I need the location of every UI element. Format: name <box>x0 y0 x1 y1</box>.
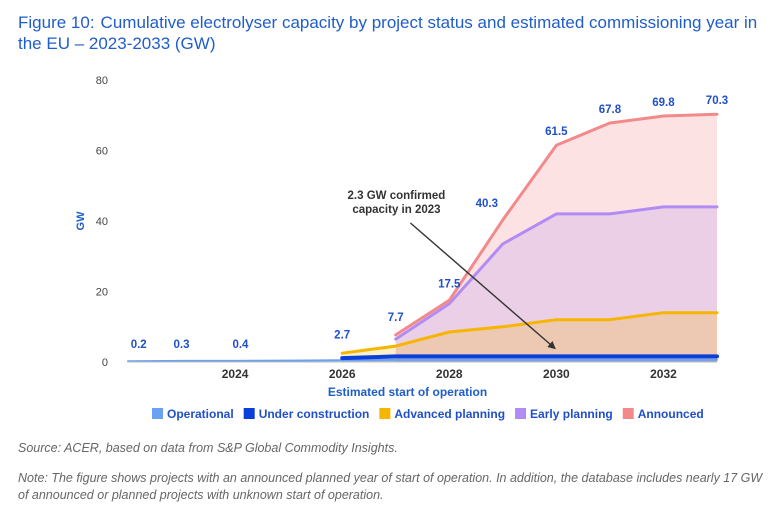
total-label: 0.4 <box>232 339 249 351</box>
y-axis-label: GW <box>75 211 87 231</box>
total-label: 0.3 <box>174 339 190 351</box>
total-label: 61.5 <box>545 126 568 138</box>
y-tick-label: 0 <box>102 357 108 369</box>
annotation-text: capacity in 2023 <box>352 204 440 216</box>
total-label: 70.3 <box>706 95 728 107</box>
legend-swatch <box>243 408 255 419</box>
legend-item: Announced <box>622 407 704 421</box>
x-tick-label: 2030 <box>543 367 570 381</box>
area-early-planning <box>395 206 717 362</box>
x-axis-label: Estimated start of operation <box>328 385 487 399</box>
series-line-under-construction <box>340 354 719 361</box>
total-label: 67.8 <box>599 104 622 116</box>
total-label: 0.2 <box>131 339 147 351</box>
y-tick-label: 40 <box>96 216 108 228</box>
axes: 0 20 40 60 80 2024 2026 2028 2030 2032 GW Estimated… <box>75 75 717 399</box>
total-label: 69.8 <box>652 97 675 109</box>
x-tick-label: 2032 <box>650 367 677 381</box>
total-label: 7.7 <box>388 312 404 324</box>
x-tick-label: 2028 <box>436 367 463 381</box>
figure-title-text: Cumulative electrolyser capacity by proj… <box>18 13 758 53</box>
legend-label: Announced <box>638 407 704 421</box>
legend: Operational Under construction Advanced pl… <box>152 407 704 421</box>
legend-label: Operational <box>167 407 234 421</box>
legend-item: Early planning <box>515 407 613 421</box>
area-advanced-planning <box>342 312 717 362</box>
figure-label: Figure 10: <box>18 13 95 32</box>
legend-label: Advanced planning <box>394 407 505 421</box>
area-announced <box>395 114 717 362</box>
legend-item: Operational <box>152 407 234 421</box>
annotation-arrow <box>409 222 556 350</box>
series-line-announced <box>394 112 719 337</box>
legend-item: Under construction <box>243 407 370 421</box>
total-label: 2.7 <box>334 329 350 341</box>
legend-swatch <box>515 408 527 419</box>
annotation: 2.3 GW confirmed capacity in 2023 <box>348 190 556 350</box>
legend-swatch <box>622 408 634 419</box>
x-tick-label: 2026 <box>329 367 356 381</box>
legend-label: Under construction <box>259 407 370 421</box>
x-tick-label: 2024 <box>222 367 249 381</box>
total-label: 40.3 <box>476 198 498 210</box>
chart: 0 20 40 60 80 2024 2026 2028 2030 2032 GW Estimated… <box>75 75 728 421</box>
legend-swatch <box>379 408 391 419</box>
y-tick-label: 80 <box>96 75 108 87</box>
figure-title: Figure 10: Cumulative electrolyser capaci… <box>18 12 763 54</box>
annotation-text: 2.3 GW confirmed <box>348 190 446 202</box>
legend-item: Advanced planning <box>379 407 505 421</box>
series-line-operational <box>127 358 718 363</box>
series-line-early-planning <box>394 205 719 341</box>
footnote: Note: The figure shows projects with an … <box>18 471 763 502</box>
total-label: 17.5 <box>438 278 461 290</box>
y-tick-label: 20 <box>96 287 108 299</box>
plot-area <box>127 112 719 363</box>
series-line-advanced-planning <box>340 311 719 355</box>
legend-swatch <box>152 408 163 419</box>
data-labels: 0.2 0.3 0.4 2.7 7.7 17.5 40.3 61.5 67.8 69.8 70.3 <box>131 95 728 351</box>
source-note: Source: ACER, based on data from S&P Glo… <box>18 441 398 455</box>
y-tick-label: 60 <box>96 146 108 158</box>
legend-label: Early planning <box>530 407 613 421</box>
